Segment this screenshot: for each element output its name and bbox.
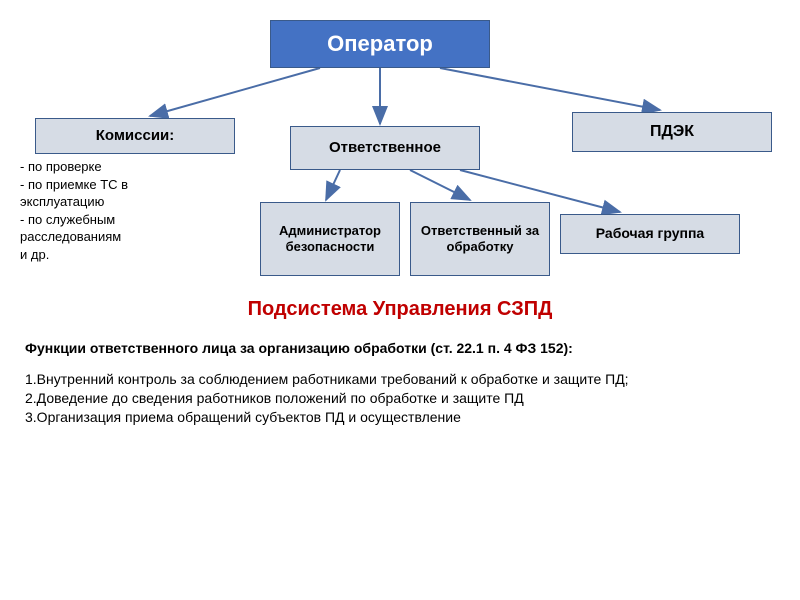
- subtitle: Подсистема Управления СЗПД: [0, 298, 800, 321]
- commissions-detail-item: - по служебным: [20, 211, 250, 229]
- commissions-detail-item: расследованиям: [20, 228, 250, 246]
- node-resp-processing-label: Ответственный за обработку: [415, 223, 545, 256]
- commissions-details: - по проверке- по приемке ТС в эксплуата…: [20, 158, 250, 263]
- functions-block: Функции ответственного лица за организац…: [25, 340, 775, 427]
- commissions-detail-item: - по проверке: [20, 158, 250, 176]
- node-resp-processing: Ответственный за обработку: [410, 202, 550, 276]
- functions-item: 3.Организация приема обращений субъектов…: [25, 408, 775, 427]
- functions-body: 1.Внутренний контроль за соблюдением раб…: [25, 370, 775, 427]
- node-responsible: Ответственное: [290, 126, 480, 170]
- commissions-detail-item: - по приемке ТС в: [20, 176, 250, 194]
- node-operator: Оператор: [270, 20, 490, 68]
- functions-item: 2.Доведение до сведения работников полож…: [25, 389, 775, 408]
- node-operator-label: Оператор: [327, 30, 433, 58]
- node-workgroup: Рабочая группа: [560, 214, 740, 254]
- functions-heading: Функции ответственного лица за организац…: [25, 340, 775, 356]
- commissions-detail-item: эксплуатацию: [20, 193, 250, 211]
- node-workgroup-label: Рабочая группа: [596, 225, 704, 243]
- subtitle-text: Подсистема Управления СЗПД: [248, 298, 553, 320]
- node-commissions: Комиссии:: [35, 118, 235, 154]
- node-responsible-label: Ответственное: [329, 139, 441, 158]
- node-admin-security: Администратор безопасности: [260, 202, 400, 276]
- commissions-detail-item: и др.: [20, 246, 250, 264]
- node-pdek: ПДЭК: [572, 112, 772, 152]
- node-admin-security-label: Администратор безопасности: [265, 223, 395, 256]
- node-commissions-label: Комиссии:: [96, 127, 175, 146]
- node-pdek-label: ПДЭК: [650, 122, 694, 142]
- functions-item: 1.Внутренний контроль за соблюдением раб…: [25, 370, 775, 389]
